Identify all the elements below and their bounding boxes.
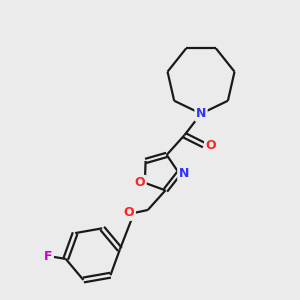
Text: O: O — [124, 206, 134, 219]
Text: O: O — [135, 176, 145, 189]
Text: N: N — [179, 167, 189, 180]
Text: N: N — [196, 107, 206, 120]
Text: F: F — [44, 250, 52, 263]
Text: O: O — [206, 139, 216, 152]
